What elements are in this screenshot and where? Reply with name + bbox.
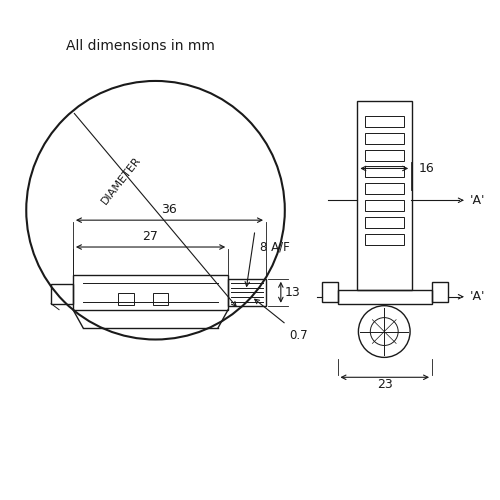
Bar (366, 150, 404, 160)
Bar (73, 275, 228, 310)
Text: 'A': 'A' (470, 194, 486, 207)
Text: 23: 23 (377, 378, 392, 391)
Bar (51, 284, 73, 304)
Bar (366, 217, 404, 228)
Text: 13: 13 (285, 286, 300, 299)
Text: 27: 27 (142, 230, 158, 243)
Text: 0.7: 0.7 (290, 328, 308, 342)
Text: 16: 16 (419, 162, 435, 175)
Bar (358, 101, 412, 290)
Text: All dimensions in mm: All dimensions in mm (66, 39, 215, 53)
Bar (322, 282, 338, 302)
Bar (228, 279, 266, 305)
Text: 36: 36 (162, 203, 178, 216)
Bar (366, 234, 404, 245)
Text: 8 A/F: 8 A/F (260, 240, 290, 253)
Bar (338, 290, 432, 304)
Bar (366, 166, 404, 177)
Text: 'A': 'A' (470, 290, 486, 303)
Bar (366, 200, 404, 211)
Text: DIAMETER: DIAMETER (99, 154, 142, 206)
Bar (432, 282, 448, 302)
Bar (366, 184, 404, 194)
Bar (152, 293, 168, 304)
Bar (366, 132, 404, 143)
Bar (118, 293, 134, 304)
Bar (366, 116, 404, 126)
